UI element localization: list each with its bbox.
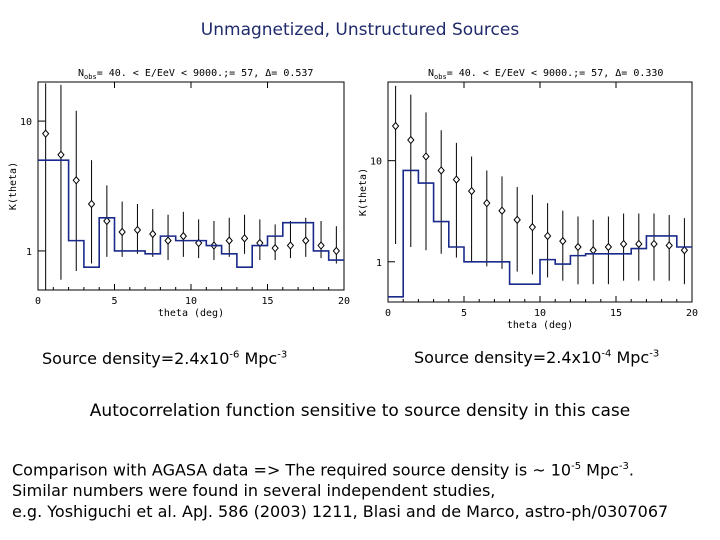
histogram-step-line — [388, 169, 692, 298]
comparison-unit: Mpc — [581, 460, 619, 480]
x-tick-label: 20 — [338, 296, 350, 307]
comparison-line-2: Similar numbers were found in several in… — [12, 481, 496, 501]
plot-title: Nobs= 40. < E/EeV < 9000.;= 57, Δ= 0.537 — [78, 68, 313, 81]
comparison-exponent: -5 — [571, 461, 582, 472]
comparison-line-1-text: Comparison with AGASA data => The requir… — [12, 460, 572, 480]
data-point — [604, 242, 613, 252]
statement: Autocorrelation function sensitive to so… — [89, 401, 631, 421]
data-point — [513, 215, 521, 225]
data-point — [41, 129, 50, 138]
y-axis-label: K(theta) — [358, 168, 369, 216]
data-point — [118, 227, 126, 237]
caption-left-text: Source density=2.4x10 — [42, 349, 230, 368]
plot-title: Nobs= 40. < E/EeV < 9000.;= 57, Δ= 0.330 — [428, 68, 663, 81]
data-point — [665, 241, 673, 250]
data-point — [256, 238, 264, 248]
plot-area — [388, 85, 692, 298]
y-axis-label: K(theta) — [8, 162, 19, 210]
plot-title-n: N — [78, 68, 84, 79]
data-point — [179, 231, 188, 241]
data-point — [528, 222, 537, 232]
caption-right-text: Source density=2.4x10 — [414, 348, 602, 367]
caption-left-unit: Mpc — [239, 349, 278, 368]
plot-area — [38, 83, 344, 290]
data-point — [225, 236, 233, 245]
data-point — [574, 242, 582, 252]
histogram-step-line — [38, 159, 344, 268]
data-point — [332, 246, 341, 256]
data-point — [87, 199, 96, 209]
plot-title-text: = 40. < E/EeV < 9000.;= 57, Δ= 0.330 — [447, 68, 664, 79]
data-point — [57, 150, 65, 160]
caption-right-unit: Mpc — [611, 348, 650, 367]
data-point — [149, 229, 157, 239]
data-point — [133, 225, 142, 235]
x-axis-label: theta (deg) — [158, 308, 224, 319]
x-tick-label: 5 — [111, 296, 117, 307]
y-tick-label: 1 — [26, 247, 32, 258]
data-point — [72, 176, 80, 185]
data-point — [498, 206, 506, 215]
data-point — [467, 186, 476, 196]
data-point — [543, 231, 552, 241]
caption-right: Source density=2.4x10-4 Mpc-3 — [414, 348, 659, 367]
plot-title-n: N — [428, 68, 434, 79]
x-axis-label: theta (deg) — [507, 320, 573, 331]
plot-title-sub: obs — [434, 73, 447, 81]
x-tick-label: 15 — [261, 296, 273, 307]
comparison-line-3: e.g. Yoshiguchi et al. ApJ. 586 (2003) 1… — [12, 502, 669, 522]
data-point — [619, 239, 628, 249]
data-point — [271, 243, 279, 253]
comparison-text: Comparison with AGASA data => The requir… — [12, 456, 668, 522]
caption-left-exponent: -6 — [229, 349, 240, 361]
data-point — [437, 166, 445, 175]
x-tick-label: 10 — [534, 308, 546, 319]
caption-left: Source density=2.4x10-6 Mpc-3 — [42, 349, 287, 368]
caption-right-unit-exponent: -3 — [649, 348, 660, 360]
y-tick-label: 1 — [376, 258, 382, 269]
data-point — [407, 135, 415, 145]
data-point — [103, 216, 111, 226]
comparison-unit-exponent: -3 — [618, 461, 629, 472]
data-point — [635, 239, 643, 249]
data-point — [302, 236, 310, 245]
data-point — [317, 241, 325, 250]
data-point — [452, 175, 461, 184]
autocorrelation-plot-left: Nobs= 40. < E/EeV < 9000.;= 57, Δ= 0.537… — [8, 68, 350, 319]
comparison-period: . — [628, 460, 634, 480]
x-tick-label: 10 — [185, 296, 197, 307]
slide-title: Unmagnetized, Unstructured Sources — [200, 20, 520, 40]
data-point — [286, 241, 295, 250]
comparison-line-1: Comparison with AGASA data => The requir… — [12, 456, 668, 480]
x-tick-label: 15 — [610, 308, 622, 319]
y-tick-label: 10 — [370, 157, 382, 168]
x-tick-label: 5 — [461, 308, 467, 319]
data-point — [240, 234, 249, 243]
caption-left-unit-exponent: -3 — [277, 349, 288, 361]
data-point — [422, 152, 430, 161]
plot-title-text: = 40. < E/EeV < 9000.;= 57, Δ= 0.537 — [97, 68, 314, 79]
data-point — [559, 236, 567, 246]
data-point — [650, 239, 658, 249]
x-tick-label: 0 — [385, 308, 391, 319]
data-point — [589, 245, 597, 255]
y-tick-label: 10 — [20, 117, 32, 128]
plot-title-sub: obs — [84, 73, 97, 81]
x-tick-label: 0 — [35, 296, 41, 307]
data-point — [483, 198, 491, 208]
data-point — [391, 121, 400, 131]
autocorrelation-plot-right: Nobs= 40. < E/EeV < 9000.;= 57, Δ= 0.330… — [358, 68, 698, 331]
data-point — [164, 236, 172, 245]
x-tick-label: 20 — [686, 308, 698, 319]
caption-right-exponent: -4 — [601, 348, 612, 360]
data-point — [680, 245, 689, 255]
